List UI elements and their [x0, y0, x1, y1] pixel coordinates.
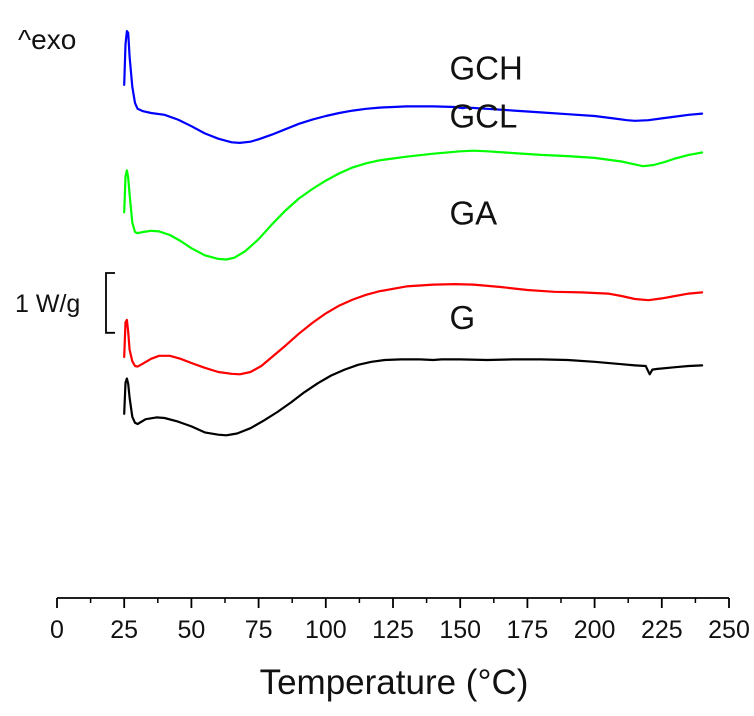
x-axis-title: Temperature (°C) — [260, 663, 529, 702]
scale-bar-label: 1 W/g — [15, 290, 80, 318]
curve-label-gcl: GCL — [449, 97, 517, 134]
x-tick-label: 50 — [177, 616, 205, 644]
series-line-gch — [123, 30, 704, 144]
x-tick-label: 25 — [110, 616, 138, 644]
x-axis: 0 25 50 75 100 125 150 175 200 225 250 — [50, 597, 750, 644]
x-tick-label: 150 — [439, 616, 481, 644]
exo-direction-label: ^exo — [18, 24, 76, 55]
x-tick-label: 200 — [574, 616, 616, 644]
series-line-g — [123, 283, 704, 376]
x-tick-label: 250 — [708, 616, 750, 644]
curve-label-gch: GCH — [449, 50, 522, 87]
x-tick-label: 225 — [641, 616, 683, 644]
x-tick-label: 75 — [245, 616, 273, 644]
x-tick-label: 175 — [507, 616, 549, 644]
series-line-gcl — [123, 149, 704, 261]
curve-label-ga: GA — [449, 194, 497, 231]
series-line-unlabeled-3 — [123, 358, 704, 437]
series-lines — [123, 30, 704, 437]
x-tick-label: 0 — [50, 616, 64, 644]
scale-bar-bracket — [105, 272, 115, 334]
curve-label-g: G — [449, 299, 475, 336]
scale-bar: 1 W/g — [15, 272, 115, 334]
x-tick-label: 125 — [372, 616, 414, 644]
x-tick-label: 100 — [305, 616, 347, 644]
series-annotations: GCH GCL GA G — [449, 50, 522, 336]
